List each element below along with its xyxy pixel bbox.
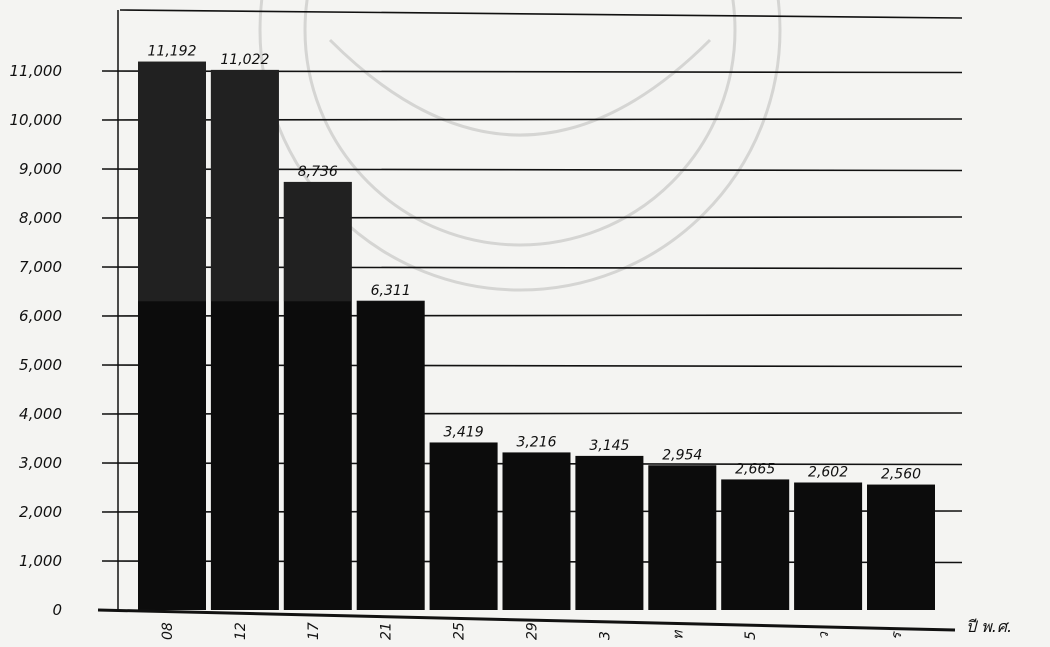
y-tick-label: 5,000 bbox=[19, 356, 62, 374]
bar-value-label: 6,311 bbox=[371, 283, 411, 299]
y-tick-label: 4,000 bbox=[19, 405, 62, 423]
bar bbox=[867, 484, 935, 610]
x-tick-label: ว bbox=[816, 631, 832, 640]
x-axis-title: ปี พ.ศ. bbox=[966, 617, 1012, 636]
y-tick-label: 2,000 bbox=[19, 503, 62, 521]
watermark-seal bbox=[258, 0, 782, 292]
x-tick-label: 3 bbox=[597, 631, 613, 640]
bar-value-label: 2,954 bbox=[662, 447, 702, 463]
data-labels: 11,192 11,022 8,736 6,311 3,419 3,216 3,145 2,9… bbox=[148, 44, 922, 483]
y-tick-label: 3,000 bbox=[19, 454, 62, 472]
y-axis-ticks: 0 1,000 2,000 3,000 4,000 5,000 6,000 7,000 8,00… bbox=[10, 62, 63, 619]
bar bbox=[648, 465, 717, 610]
bar-value-label: 2,665 bbox=[735, 461, 775, 477]
x-tick-label: 5 bbox=[743, 631, 759, 640]
bar-value-label: 3,419 bbox=[444, 424, 484, 440]
bar-value-label: 3,145 bbox=[589, 438, 629, 454]
y-tick-label: 0 bbox=[52, 601, 62, 619]
bar-upper-shade bbox=[210, 69, 279, 302]
y-tick-label: 10,000 bbox=[10, 111, 63, 129]
x-axis-ticks: 08 12 17 21 25 29 3 ท 5 ว ร bbox=[160, 622, 905, 640]
bar-upper-shade bbox=[138, 61, 206, 302]
x-tick-label: ท bbox=[670, 629, 686, 640]
bar-value-label: 8,736 bbox=[298, 164, 338, 180]
x-tick-label: 29 bbox=[525, 622, 541, 640]
bar-value-label: 3,216 bbox=[516, 434, 556, 450]
gridline bbox=[119, 9, 963, 19]
bar bbox=[429, 442, 498, 610]
x-tick-label: 12 bbox=[233, 622, 249, 640]
x-tick-label: 08 bbox=[160, 622, 176, 640]
y-tick-label: 6,000 bbox=[19, 307, 62, 325]
x-tick-label: 21 bbox=[379, 622, 395, 640]
x-tick-label: 17 bbox=[306, 622, 322, 640]
bar bbox=[356, 300, 425, 610]
y-tick-label: 8,000 bbox=[19, 209, 62, 227]
x-tick-label: ร bbox=[889, 631, 905, 640]
bar bbox=[794, 482, 863, 610]
bar-value-label: 11,192 bbox=[148, 44, 197, 60]
y-tick-label: 1,000 bbox=[19, 552, 62, 570]
y-tick-label: 11,000 bbox=[10, 62, 63, 80]
bar-value-label: 2,560 bbox=[881, 467, 921, 483]
x-tick-label: 25 bbox=[452, 622, 468, 640]
bar bbox=[721, 479, 790, 610]
bar bbox=[502, 452, 571, 610]
bar-value-label: 11,022 bbox=[220, 52, 269, 68]
bar-upper-shade bbox=[356, 300, 425, 302]
y-tick-label: 9,000 bbox=[19, 160, 62, 178]
bar bbox=[575, 455, 644, 610]
y-tick-label: 7,000 bbox=[19, 258, 62, 276]
bar-upper-shade bbox=[283, 181, 352, 302]
bars bbox=[138, 61, 935, 611]
bar-value-label: 2,602 bbox=[808, 465, 848, 481]
x-axis-line bbox=[97, 608, 956, 632]
